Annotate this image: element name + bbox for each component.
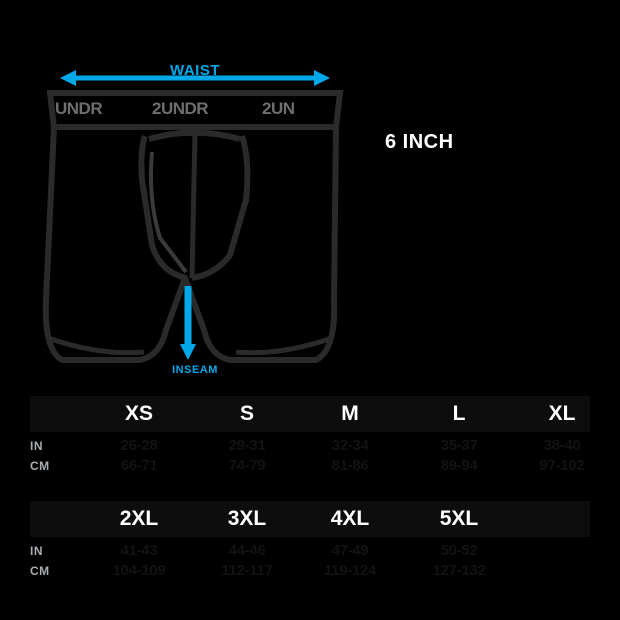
- value-in-5xl: 50-52: [440, 542, 478, 559]
- value-in-3xl: 44-46: [228, 542, 266, 559]
- value-in-2xl: 41-43: [120, 542, 158, 559]
- value-cm-3xl: 112-117: [221, 562, 273, 579]
- value-cell-4xl: 47-49 119-124: [290, 541, 410, 581]
- value-cm-l: 89-94: [440, 457, 478, 474]
- size-header-l: L: [452, 402, 466, 425]
- value-cell-2xl: 41-43 104-109: [79, 541, 199, 581]
- pouch-right-seam: [191, 135, 251, 281]
- value-cell-xl: 38-40 97-102: [502, 436, 620, 476]
- right-leg-hem: [235, 335, 333, 356]
- pouch-inner-line: [149, 151, 188, 274]
- waist-arrow-head-right: [314, 70, 330, 86]
- value-cell-m: 32-34 81-86: [290, 436, 410, 476]
- unit-labels-primary: IN CM: [30, 436, 72, 476]
- inseam-label: INSEAM: [172, 364, 218, 376]
- size-header-4xl: 4XL: [330, 507, 370, 530]
- value-in-m: 32-34: [331, 437, 369, 454]
- inseam-arrow-head: [180, 344, 196, 360]
- size-chart-block-extended: 2XL 3XL 4XL 5XL IN CM 41-43 104-109 44-4…: [30, 501, 590, 585]
- waist-arrow-head-left: [60, 70, 76, 86]
- size-values-row-primary: IN CM 26-28 66-71 29-31 74-79 32-34 81-8…: [30, 432, 590, 480]
- unit-label-cm: CM: [30, 459, 50, 473]
- value-in-4xl: 47-49: [331, 542, 369, 559]
- waistband-logo-3: 2UN: [262, 99, 295, 118]
- size-header-row: XS S M L XL: [30, 396, 590, 432]
- waist-label: WAIST: [170, 62, 220, 79]
- value-in-xl: 38-40: [543, 437, 581, 454]
- waistband-logo-2: 2UNDR: [152, 99, 209, 118]
- unit-label-cm-extended: CM: [30, 564, 50, 578]
- value-cm-5xl: 127-132: [432, 562, 486, 579]
- size-header-xs: XS: [124, 402, 153, 425]
- value-in-s: 29-31: [228, 437, 266, 454]
- value-cell-3xl: 44-46 112-117: [187, 541, 307, 581]
- value-in-xs: 26-28: [120, 437, 158, 454]
- value-cm-s: 74-79: [228, 457, 266, 474]
- boxer-brief-diagram-svg: [42, 70, 344, 363]
- boxer-brief-illustration: WAIST INSEAM 6 INCH UNDR 2UNDR 2UN: [42, 62, 454, 376]
- value-cm-2xl: 104-109: [112, 562, 166, 579]
- value-cm-xl: 97-102: [539, 457, 585, 474]
- pouch-top-seam: [148, 129, 241, 142]
- value-in-l: 35-37: [440, 437, 478, 454]
- pouch-left-seam: [138, 134, 187, 281]
- size-values-row-extended: IN CM 41-43 104-109 44-46 112-117 47-49 …: [30, 537, 590, 585]
- value-cell-l: 35-37 89-94: [399, 436, 519, 476]
- value-cm-m: 81-86: [331, 457, 369, 474]
- size-chart-block-primary: XS S M L XL IN CM 26-28 66-71 29-31 74-7…: [30, 396, 590, 480]
- unit-label-in-extended: IN: [30, 544, 43, 558]
- size-header-row-extended: 2XL 3XL 4XL 5XL: [30, 501, 590, 537]
- value-cell-xs: 26-28 66-71: [79, 436, 199, 476]
- size-header-m: M: [341, 402, 359, 425]
- inseam-callout: 6 INCH: [385, 131, 454, 153]
- center-seam: [189, 132, 198, 279]
- value-cm-4xl: 119-124: [323, 562, 377, 579]
- size-header-s: S: [239, 402, 254, 425]
- size-header-5xl: 5XL: [439, 507, 479, 530]
- unit-label-in: IN: [30, 439, 43, 453]
- left-leg-hem: [47, 335, 145, 356]
- size-header-xl: XL: [548, 402, 576, 425]
- value-cell-5xl: 50-52 127-132: [399, 541, 519, 581]
- value-cm-xs: 66-71: [120, 457, 158, 474]
- unit-labels-extended: IN CM: [30, 541, 72, 581]
- value-cell-s: 29-31 74-79: [187, 436, 307, 476]
- waistband-logo-1: UNDR: [55, 99, 103, 118]
- size-header-3xl: 3XL: [227, 507, 267, 530]
- size-header-2xl: 2XL: [119, 507, 159, 530]
